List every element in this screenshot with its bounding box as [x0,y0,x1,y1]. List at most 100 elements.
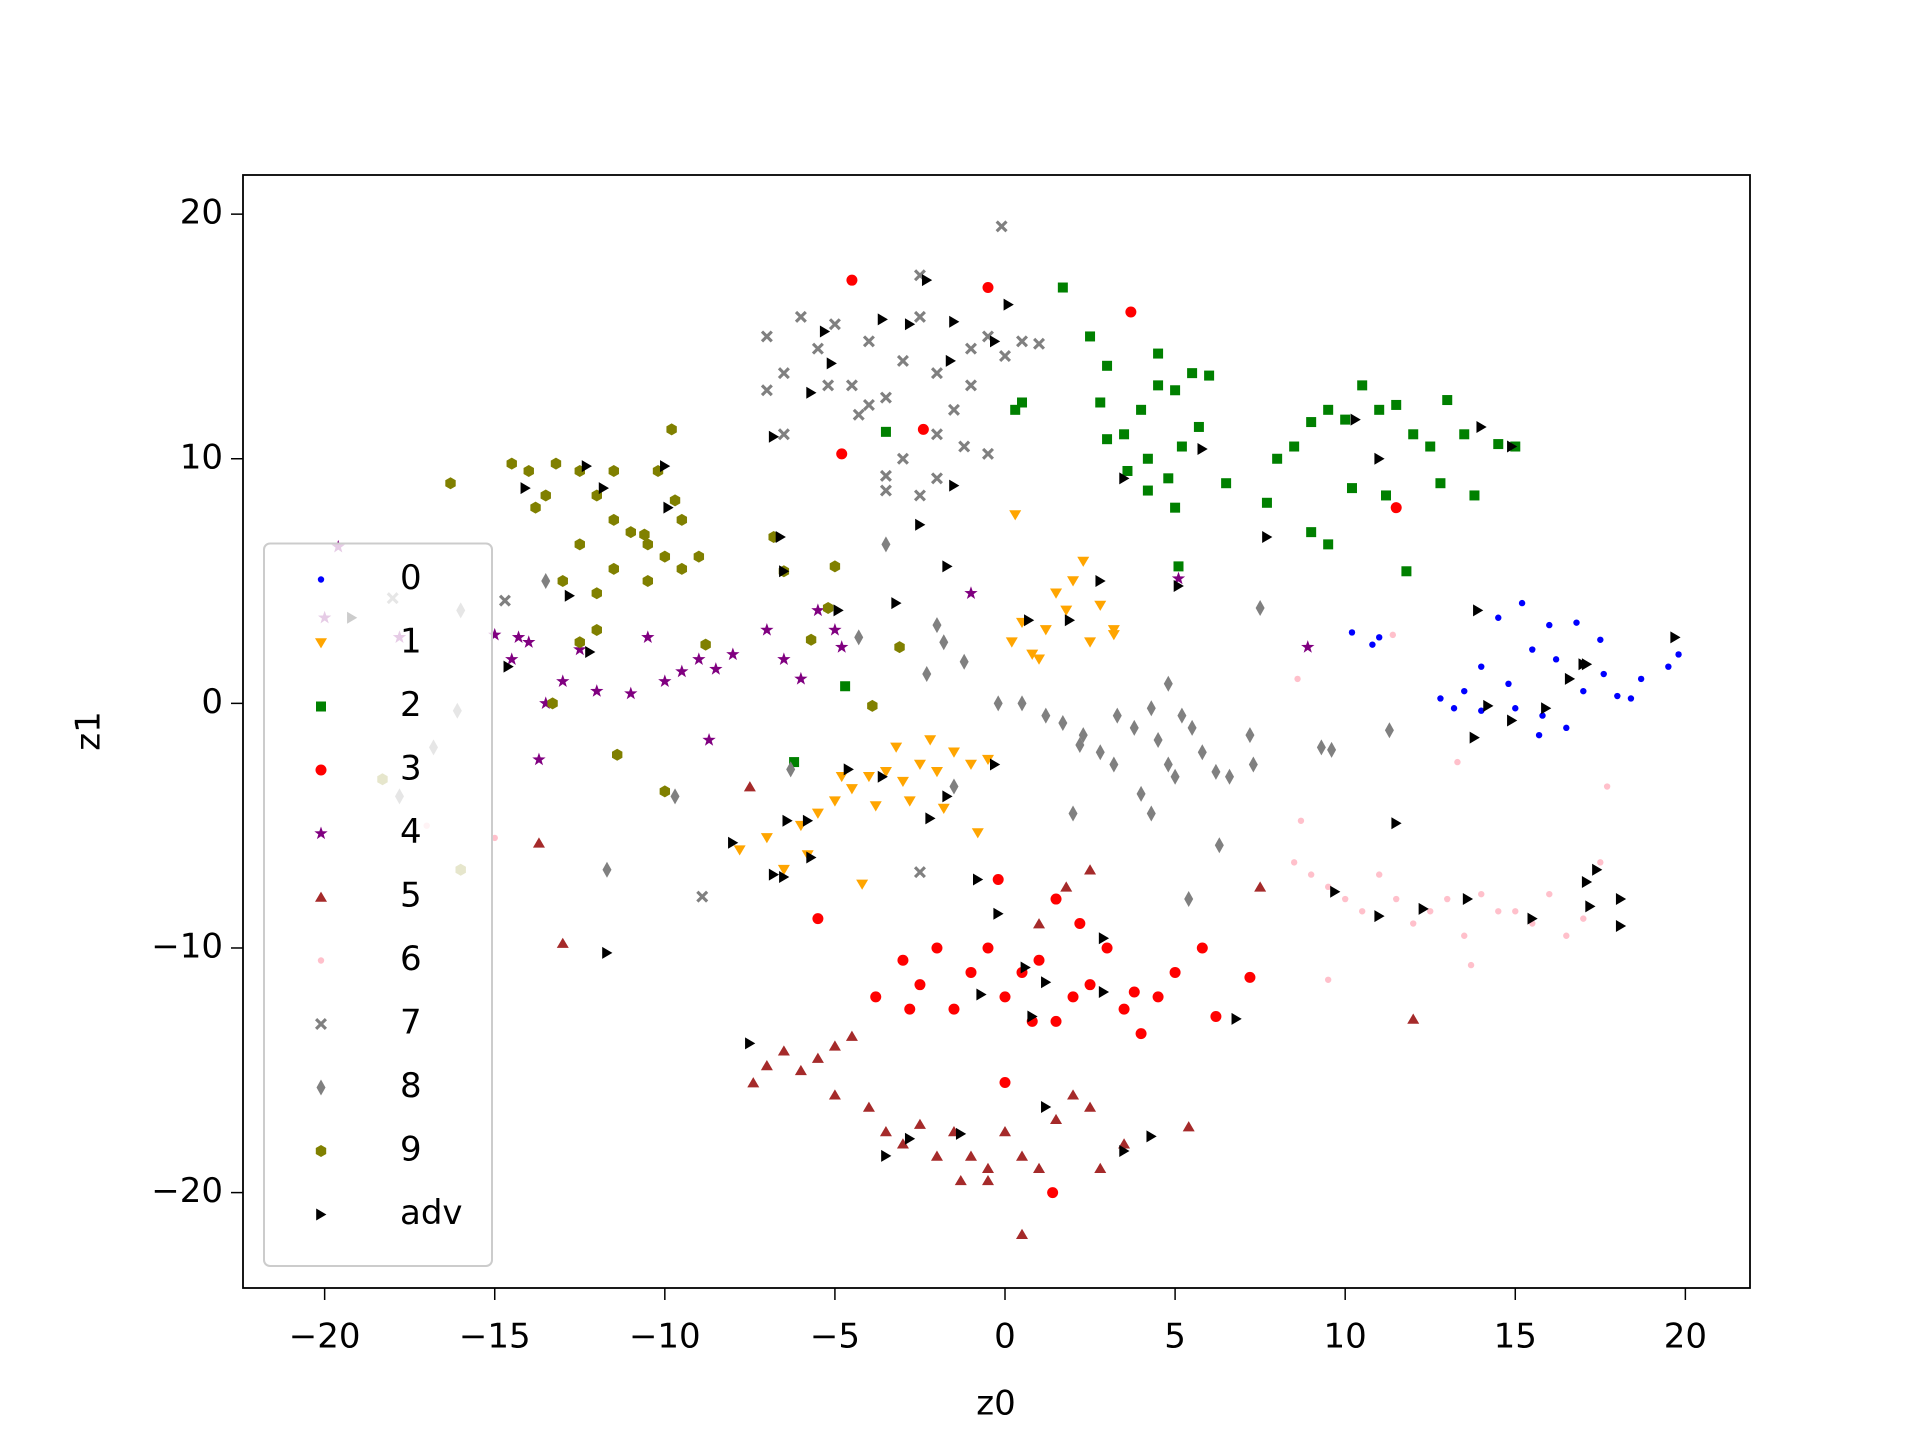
marker [1163,675,1173,692]
marker [904,1003,916,1015]
marker [1173,561,1184,572]
marker [520,482,531,495]
marker [845,784,858,795]
marker [1585,900,1596,913]
marker [1529,646,1536,653]
marker [608,562,619,575]
marker [1118,1138,1131,1149]
marker [1033,337,1046,350]
marker [1102,360,1113,371]
marker [840,681,851,692]
marker [591,623,602,636]
x-tick-label: 5 [1164,1317,1186,1357]
marker [585,646,596,658]
marker [896,776,909,788]
marker [1187,719,1197,736]
marker [862,771,875,783]
marker [924,735,937,746]
marker [812,913,824,925]
marker [1581,875,1593,888]
legend-label: 6 [400,939,422,979]
marker [1095,744,1105,761]
legend-label: 2 [400,685,422,725]
marker [819,325,831,338]
marker [976,988,987,1001]
marker [1119,1145,1130,1158]
marker [947,747,960,758]
marker [659,550,671,563]
marker [522,635,536,648]
marker [779,871,790,884]
marker [1196,942,1208,954]
marker [828,622,842,636]
marker [867,699,878,712]
marker [852,408,865,421]
marker [1381,490,1392,501]
marker [1050,588,1063,599]
marker [1064,614,1076,627]
marker [1142,453,1153,464]
marker [550,457,562,470]
legend-marker [317,957,325,964]
legend-marker [315,1145,327,1157]
marker [1340,414,1351,425]
legend-label: 9 [400,1130,422,1170]
marker [880,426,891,437]
marker [942,790,953,803]
marker [1600,670,1607,678]
marker [1307,871,1315,878]
marker [1376,871,1383,878]
marker [811,603,825,617]
marker [541,573,551,590]
marker [1050,1113,1063,1125]
marker [1129,719,1139,736]
x-tick-label: −15 [459,1317,531,1357]
marker [891,597,902,610]
marker [811,808,824,819]
marker [877,770,888,783]
marker [777,652,791,666]
marker [670,788,680,805]
marker [692,652,706,666]
marker [921,274,933,287]
marker [854,629,864,646]
marker [930,472,943,485]
marker [881,1149,892,1162]
legend-label: 0 [400,558,422,598]
marker [930,1150,943,1161]
legend-marker [316,1079,326,1096]
marker [1316,739,1326,756]
marker [1146,805,1156,822]
marker [1041,976,1052,989]
marker [1170,502,1181,513]
marker [1136,404,1147,415]
marker [879,1126,892,1137]
marker [1518,599,1526,607]
marker [1084,979,1096,991]
marker [1478,663,1485,670]
marker [971,828,984,839]
marker [1552,656,1560,663]
marker [624,686,638,700]
marker [879,391,892,404]
marker [768,430,780,443]
marker [913,759,926,770]
marker [1136,785,1146,802]
y-tick-label: 10 [180,437,223,477]
marker [949,315,960,328]
marker [1119,429,1130,440]
marker [1408,429,1419,440]
marker [1170,768,1180,785]
marker [862,398,875,411]
marker [845,1030,858,1041]
marker [1391,399,1402,410]
marker [1563,724,1570,732]
marker [760,384,773,397]
y-axis-label: z1 [69,711,109,750]
marker [777,864,790,876]
marker [1410,920,1417,927]
marker [937,803,950,814]
marker [1010,404,1021,415]
marker [777,367,790,380]
marker [1094,1162,1107,1173]
